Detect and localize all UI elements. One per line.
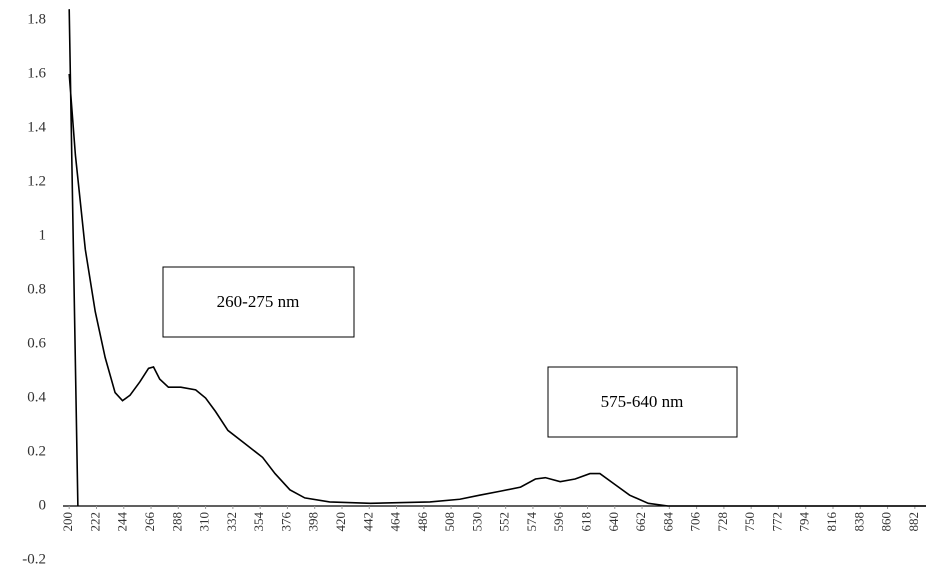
y-tick-label: 0.8 (27, 281, 46, 297)
x-tick-label: 530 (469, 512, 484, 532)
x-tick-label: 552 (497, 512, 512, 532)
x-tick-label: 266 (142, 512, 157, 532)
x-tick-label: 728 (715, 512, 730, 532)
x-tick-label: 200 (60, 512, 75, 532)
y-tick-label: 1 (39, 227, 47, 243)
x-tick-label: 244 (115, 512, 130, 532)
annotation: 575-640 nm (601, 392, 684, 411)
y-tick-label: 1.8 (27, 11, 46, 27)
x-tick-label: 486 (415, 512, 430, 532)
annotation: 260-275 nm (217, 292, 300, 311)
x-tick-label: 442 (360, 512, 375, 532)
x-tick-label: 310 (197, 512, 212, 532)
x-tick-label: 640 (606, 512, 621, 532)
x-tick-label: 332 (224, 512, 239, 532)
x-tick-label: 596 (551, 512, 566, 532)
x-tick-label: 750 (742, 512, 757, 532)
y-tick-label: -0.2 (22, 551, 46, 567)
x-tick-label: 684 (660, 512, 675, 532)
x-tick-label: 838 (851, 512, 866, 532)
y-tick-label: 0.4 (27, 389, 46, 405)
x-tick-label: 860 (879, 512, 894, 532)
x-tick-label: 464 (388, 512, 403, 532)
x-tick-label: 772 (769, 512, 784, 532)
y-tick-label: 1.4 (27, 119, 46, 135)
x-tick-label: 662 (633, 512, 648, 532)
y-tick-label: 0.2 (27, 443, 46, 459)
x-tick-label: 706 (688, 512, 703, 532)
x-tick-label: 288 (169, 512, 184, 532)
x-tick-label: 618 (578, 512, 593, 532)
x-tick-label: 508 (442, 512, 457, 532)
data-line (68, 9, 926, 507)
x-tick-label: 376 (278, 512, 293, 532)
y-tick-label: 0 (39, 497, 47, 513)
x-tick-label: 882 (906, 512, 921, 532)
y-tick-label: 1.2 (27, 173, 46, 189)
annotation-box (547, 366, 738, 438)
x-tick-label: 816 (824, 512, 839, 532)
x-tick-label: 398 (306, 512, 321, 532)
annotation-box (162, 266, 355, 338)
x-tick-label: 574 (524, 512, 539, 532)
y-tick-label: 1.6 (27, 65, 46, 81)
y-tick-label: 0.6 (27, 335, 46, 351)
x-tick-label: 420 (333, 512, 348, 532)
x-tick-label: 354 (251, 512, 266, 532)
x-tick-label: 794 (797, 512, 812, 532)
x-tick-label: 222 (87, 512, 102, 532)
